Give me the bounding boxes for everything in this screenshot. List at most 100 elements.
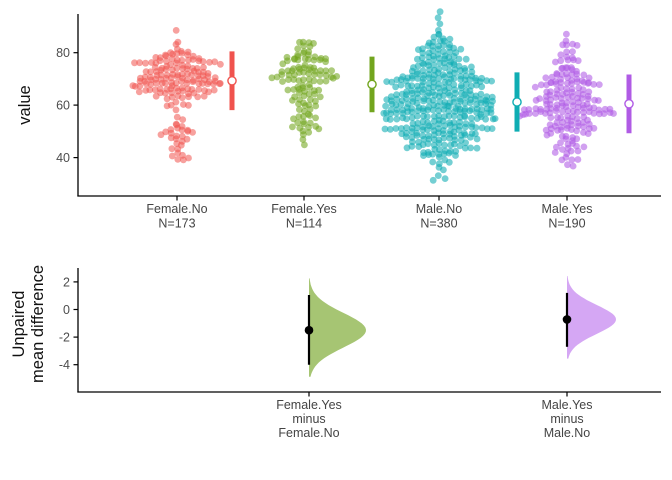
beeswarm-dot-male-yes bbox=[532, 110, 539, 117]
beeswarm-dot-female-yes bbox=[322, 58, 329, 66]
beeswarm-dot-male-yes bbox=[610, 110, 617, 117]
beeswarm-dot-female-no bbox=[178, 78, 185, 85]
beeswarm-dot-female-no bbox=[151, 86, 159, 94]
beeswarm-dot-male-yes bbox=[573, 127, 580, 135]
beeswarm-dot-female-no bbox=[172, 27, 180, 34]
beeswarm-dot-male-no bbox=[435, 75, 443, 82]
beeswarm-dot-female-no bbox=[206, 58, 213, 66]
beeswarm-dot-male-no bbox=[456, 142, 464, 150]
beeswarm-dot-female-no bbox=[168, 145, 176, 153]
beeswarm-dot-male-no bbox=[425, 53, 433, 61]
beeswarm-dot-male-no bbox=[414, 55, 421, 63]
beeswarm-dot-male-no bbox=[415, 143, 423, 151]
beeswarm-dot-male-yes bbox=[558, 156, 566, 164]
beeswarm-dot-female-yes bbox=[300, 120, 308, 128]
group-label-male-no: Male.No bbox=[416, 202, 463, 216]
beeswarm-dot-male-no bbox=[466, 107, 474, 115]
beeswarm-dot-female-yes bbox=[301, 141, 308, 149]
beeswarm-dot-male-yes bbox=[532, 96, 540, 104]
beeswarm-dot-female-no bbox=[168, 152, 176, 160]
beeswarm-dot-male-no bbox=[425, 97, 433, 105]
beeswarm-dot-male-yes bbox=[552, 58, 559, 66]
beeswarm-dot-female-yes bbox=[295, 100, 302, 108]
beeswarm-dot-male-yes bbox=[553, 143, 560, 151]
beeswarm-dot-male-yes bbox=[554, 114, 561, 121]
beeswarm-dot-male-no bbox=[420, 97, 427, 105]
beeswarm-dot-male-yes bbox=[563, 30, 570, 38]
beeswarm-dot-female-no bbox=[199, 80, 206, 87]
beeswarm-dot-male-yes bbox=[569, 162, 577, 170]
mean-marker-female-no bbox=[227, 76, 237, 86]
bottom-panel: 2 0 -2 -4 Unpaired mean difference Femal… bbox=[10, 265, 661, 440]
beeswarm-dot-female-no bbox=[162, 74, 170, 82]
beeswarm-dot-male-no bbox=[430, 136, 438, 143]
beeswarm-dot-male-no bbox=[393, 109, 400, 117]
beeswarm-dot-female-no bbox=[179, 87, 187, 95]
beeswarm-dot-male-no bbox=[382, 115, 390, 123]
beeswarm-dot-male-no bbox=[462, 139, 469, 147]
beeswarm-dot-male-yes bbox=[558, 65, 566, 72]
bottom-y-axis-title-line2: mean difference bbox=[29, 265, 47, 383]
beeswarm-dot-male-no bbox=[392, 125, 400, 132]
beeswarm-dot-male-no bbox=[380, 109, 388, 117]
beeswarm-dot-male-yes bbox=[557, 51, 565, 59]
beeswarm-dot-male-no bbox=[434, 14, 442, 22]
bottom-ytick-label--2: -2 bbox=[59, 331, 70, 345]
beeswarm-dot-male-no bbox=[445, 112, 453, 120]
beeswarm-dot-female-no bbox=[185, 154, 192, 162]
contrast1-label-line2: minus bbox=[292, 412, 325, 426]
beeswarm-dot-male-no bbox=[414, 107, 422, 115]
beeswarm-dot-male-yes bbox=[537, 81, 545, 89]
beeswarm-dot-male-no bbox=[425, 151, 433, 159]
beeswarm-dot-male-no bbox=[482, 115, 489, 123]
beeswarm-dot-male-no bbox=[430, 61, 438, 69]
beeswarm-dot-female-yes bbox=[279, 78, 286, 85]
bottom-ytick-label-2: 2 bbox=[63, 275, 70, 289]
beeswarm-dot-female-no bbox=[142, 87, 150, 94]
beeswarm-dot-male-yes bbox=[569, 48, 576, 55]
beeswarm-dot-male-no bbox=[430, 56, 438, 63]
beeswarm-dot-female-yes bbox=[316, 78, 324, 85]
mean-difference-dot-male-yes-minus-male-no bbox=[562, 315, 572, 324]
beeswarm-dot-male-no bbox=[419, 126, 427, 134]
beeswarm-dot-male-yes bbox=[574, 156, 582, 163]
beeswarm-dot-male-no bbox=[450, 75, 458, 82]
beeswarm-dot-male-yes bbox=[580, 123, 587, 131]
beeswarm-dot-female-yes bbox=[291, 55, 298, 63]
beeswarm-dot-male-no bbox=[402, 133, 410, 141]
beeswarm-dot-female-no bbox=[158, 79, 166, 87]
beeswarm-dot-male-no bbox=[408, 67, 416, 75]
beeswarm-dot-female-no bbox=[173, 113, 181, 121]
beeswarm-dot-male-no bbox=[441, 73, 448, 81]
beeswarm-dot-male-yes bbox=[564, 56, 572, 64]
beeswarm-dot-female-no bbox=[180, 156, 187, 164]
beeswarm-dot-male-no bbox=[468, 63, 475, 71]
beeswarm-dot-male-yes bbox=[573, 70, 581, 78]
beeswarm-dot-male-yes bbox=[532, 105, 540, 112]
beeswarm-dot-male-no bbox=[440, 41, 447, 49]
beeswarm-dot-female-no bbox=[195, 86, 203, 93]
beeswarm-dot-female-yes bbox=[300, 42, 307, 50]
beeswarm-dot-male-yes bbox=[584, 130, 592, 138]
beeswarm-dot-male-yes bbox=[551, 149, 559, 156]
beeswarm-dot-female-no bbox=[129, 82, 137, 90]
beeswarm-dot-male-no bbox=[435, 153, 443, 161]
beeswarm-dot-male-yes bbox=[568, 156, 576, 164]
beeswarm-dot-male-yes bbox=[542, 74, 550, 82]
beeswarm-dot-male-no bbox=[434, 45, 442, 53]
beeswarm-dot-female-yes bbox=[329, 74, 337, 82]
beeswarm-dot-female-yes bbox=[312, 114, 319, 122]
beeswarm-dot-male-yes bbox=[557, 57, 565, 65]
beeswarm-dot-male-no bbox=[483, 125, 491, 133]
beeswarm-dot-female-yes bbox=[316, 93, 324, 101]
beeswarm-dot-male-yes bbox=[559, 108, 566, 116]
beeswarm-dot-female-no bbox=[178, 56, 186, 64]
beeswarm-dot-female-no bbox=[189, 78, 197, 86]
beeswarm-dot-male-no bbox=[393, 76, 401, 84]
beeswarm-dot-male-yes bbox=[552, 107, 560, 115]
beeswarm-dot-female-yes bbox=[290, 76, 298, 83]
beeswarm-dot-male-no bbox=[441, 141, 448, 149]
beeswarm-dot-male-yes bbox=[559, 102, 566, 110]
group-n-male-yes: N=190 bbox=[548, 217, 585, 231]
beeswarm-dot-male-no bbox=[450, 112, 458, 120]
